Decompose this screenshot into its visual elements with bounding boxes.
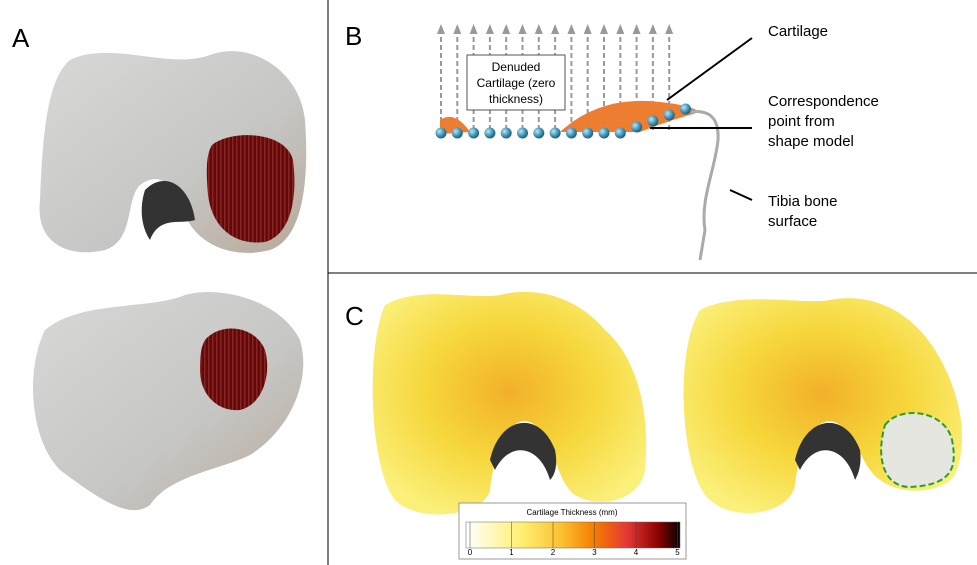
colorbar-tick-label: 4	[634, 548, 639, 557]
arrow-head	[600, 24, 608, 34]
arrow-head	[551, 24, 559, 34]
correspondence-point	[664, 110, 675, 121]
box-text: Denuded	[492, 60, 541, 74]
arrow-head	[584, 24, 592, 34]
correspondence-point	[680, 104, 691, 115]
correspondence-point	[436, 128, 447, 139]
correspondence-point	[647, 116, 658, 127]
colorbar-tick-label: 0	[468, 548, 473, 557]
arrow-head	[453, 24, 461, 34]
panel-label: C	[345, 301, 364, 331]
arrow-head	[535, 24, 543, 34]
label: Cartilage	[768, 23, 828, 40]
label: shape model	[768, 133, 854, 150]
colorbar-tick-label: 2	[551, 548, 556, 557]
label: surface	[768, 213, 817, 230]
colorbar-tick-label: 3	[592, 548, 597, 557]
arrow-head	[616, 24, 624, 34]
correspondence-point	[501, 128, 512, 139]
arrow-head	[519, 24, 527, 34]
arrow-head	[633, 24, 641, 34]
panel-label: A	[12, 23, 30, 53]
colorbar-tick-label: 1	[509, 548, 514, 557]
tibia	[33, 292, 303, 510]
cartilage-points	[200, 329, 267, 411]
panel-label: B	[345, 21, 362, 51]
label: point from	[768, 113, 835, 130]
correspondence-point	[484, 128, 495, 139]
correspondence-point	[468, 128, 479, 139]
arrow-head	[567, 24, 575, 34]
page: A B Denuded Cartilage (zero thickness) C…	[0, 0, 977, 565]
correspondence-point	[550, 128, 561, 139]
colorbar	[466, 522, 680, 548]
arrow-head	[649, 24, 657, 34]
arrow-head	[486, 24, 494, 34]
defect-region	[881, 413, 954, 487]
correspondence-point	[615, 128, 626, 139]
correspondence-point	[533, 128, 544, 139]
pointer	[667, 38, 752, 100]
pointer	[730, 190, 752, 200]
tibia-surface	[690, 112, 718, 260]
arrow-head	[502, 24, 510, 34]
correspondence-point	[566, 128, 577, 139]
box-text: thickness)	[489, 92, 543, 106]
arrow-head	[470, 24, 478, 34]
arrow-head	[437, 24, 445, 34]
correspondence-point	[582, 128, 593, 139]
correspondence-point	[631, 122, 642, 133]
figure: A B Denuded Cartilage (zero thickness) C…	[0, 0, 977, 565]
box-text: Cartilage (zero	[477, 76, 556, 90]
colorbar-tick-label: 5	[675, 548, 680, 557]
colorbar-title: Cartilage Thickness (mm)	[527, 508, 618, 517]
label: Correspondence	[768, 93, 879, 110]
correspondence-point	[452, 128, 463, 139]
label: Tibia bone	[768, 193, 838, 210]
correspondence-point	[599, 128, 610, 139]
correspondence-point	[517, 128, 528, 139]
femur-heatmap	[373, 292, 647, 515]
arrow-head	[665, 24, 673, 34]
